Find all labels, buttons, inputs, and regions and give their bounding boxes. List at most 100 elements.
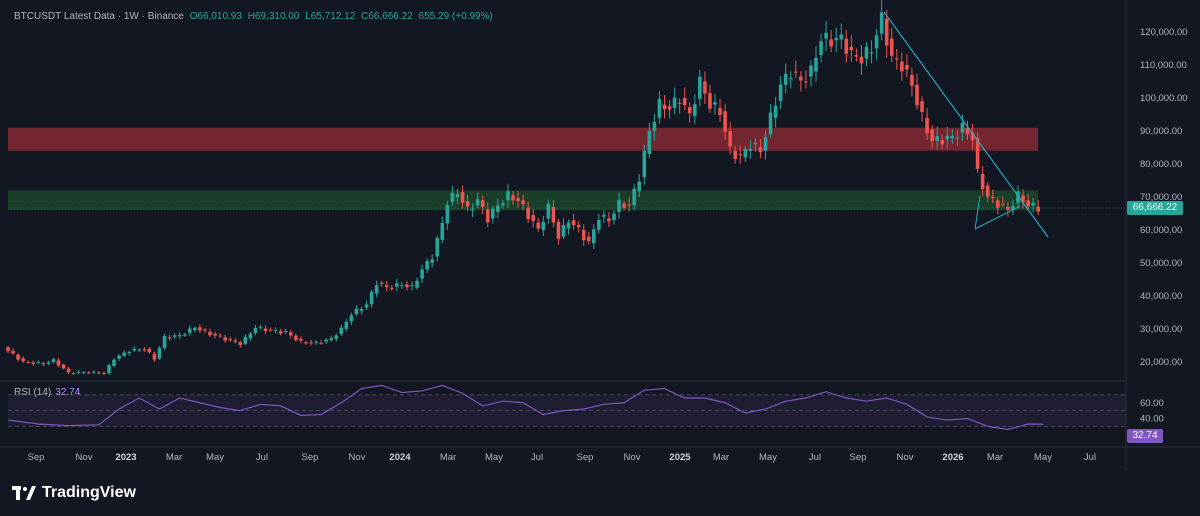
candle-body <box>157 348 162 359</box>
candle-body <box>1011 206 1015 211</box>
low-value: L65,712.12 <box>305 11 356 22</box>
candle-body <box>804 81 808 83</box>
candle-body <box>167 337 172 339</box>
candle-body <box>708 93 712 109</box>
time-tick-label: Mar <box>713 452 729 463</box>
time-tick-label: Nov <box>897 452 914 463</box>
candle-body <box>112 359 116 366</box>
price-tick-label: 20,000.00 <box>1140 357 1182 368</box>
candle-body <box>617 199 621 212</box>
time-tick-label: May <box>206 452 224 463</box>
time-tick-label: Nov <box>349 452 366 463</box>
candle-body <box>571 220 576 226</box>
candle-body <box>117 355 121 359</box>
candle-body <box>248 333 253 339</box>
candle-body <box>824 32 828 39</box>
candle-body <box>339 327 344 334</box>
candle-body <box>854 55 859 57</box>
candle-body <box>81 372 86 374</box>
time-tick-label: 2024 <box>389 452 411 463</box>
candle-body <box>511 195 515 201</box>
candle-body <box>541 221 546 230</box>
candle-body <box>996 200 1000 208</box>
candle-body <box>814 57 818 72</box>
candle-body <box>496 205 500 212</box>
candle-body <box>788 77 793 79</box>
wedge-left-line <box>974 195 981 230</box>
candle-body <box>607 218 611 222</box>
time-tick-label: Sep <box>850 452 867 463</box>
candle-body <box>960 122 965 133</box>
candle-body <box>773 105 778 118</box>
candle-body <box>87 372 91 374</box>
candle-body <box>889 38 894 56</box>
candle-body <box>733 150 737 159</box>
candle-body <box>304 342 308 344</box>
candle-body <box>137 349 142 351</box>
candle-body <box>395 283 399 287</box>
time-tick-label: Mar <box>987 452 1003 463</box>
time-tick-label: Sep <box>302 452 319 463</box>
candle-body <box>46 362 51 364</box>
candle-body <box>26 362 30 363</box>
candle-body <box>642 150 647 178</box>
candle-body <box>102 372 106 374</box>
resistance-zone <box>8 127 1038 151</box>
time-tick-label: Jul <box>531 452 543 463</box>
candle-body <box>536 222 541 229</box>
candle-body <box>460 192 465 203</box>
candle-body <box>713 102 717 105</box>
candle-body <box>329 338 333 341</box>
candle-body <box>955 137 960 139</box>
rsi-label: RSI (14) <box>14 387 52 398</box>
candle-body <box>359 309 364 311</box>
candle-body <box>516 197 520 202</box>
candle-body <box>975 137 980 169</box>
candle-body <box>475 199 480 206</box>
candle-body <box>182 334 187 336</box>
candle-body <box>177 335 182 337</box>
candle-body <box>1001 203 1005 205</box>
candle-body <box>799 76 803 81</box>
candle-body <box>294 335 298 341</box>
candle-body <box>819 41 823 56</box>
candle-body <box>809 65 813 77</box>
candle-body <box>480 200 485 208</box>
candle-body <box>253 328 258 333</box>
candle-body <box>728 131 732 147</box>
candle-body <box>435 237 440 257</box>
candle-body <box>844 38 849 54</box>
brand-name: TradingView <box>42 484 136 501</box>
candle-body <box>314 341 318 343</box>
candle-body <box>506 191 510 201</box>
candle-body <box>390 287 394 289</box>
candle-body <box>299 338 303 341</box>
tradingview-brand[interactable]: TradingView <box>12 484 136 502</box>
candle-body <box>905 65 909 70</box>
candle-body <box>31 362 36 364</box>
candle-body <box>258 326 263 328</box>
candle-body <box>738 154 743 156</box>
candle-body <box>859 56 864 64</box>
candle-body <box>501 203 505 206</box>
candle-body <box>652 122 657 131</box>
candle-body <box>950 136 955 139</box>
candle-body <box>662 104 667 110</box>
candle-body <box>561 224 566 237</box>
time-tick-label: 2023 <box>115 452 136 463</box>
candle-body <box>188 328 192 333</box>
candle-body <box>703 81 707 94</box>
candle-body <box>203 329 207 331</box>
candle-body <box>238 342 243 346</box>
candle-body <box>965 127 970 135</box>
time-tick-label: Nov <box>76 452 93 463</box>
candle-body <box>445 204 450 224</box>
candle-body <box>162 336 167 348</box>
candle-body <box>122 352 126 356</box>
candle-body <box>753 142 758 145</box>
time-tick-label: May <box>759 452 777 463</box>
candle-body <box>223 337 227 341</box>
wedge-support-line <box>974 205 1021 230</box>
rsi-line <box>7 384 1044 431</box>
